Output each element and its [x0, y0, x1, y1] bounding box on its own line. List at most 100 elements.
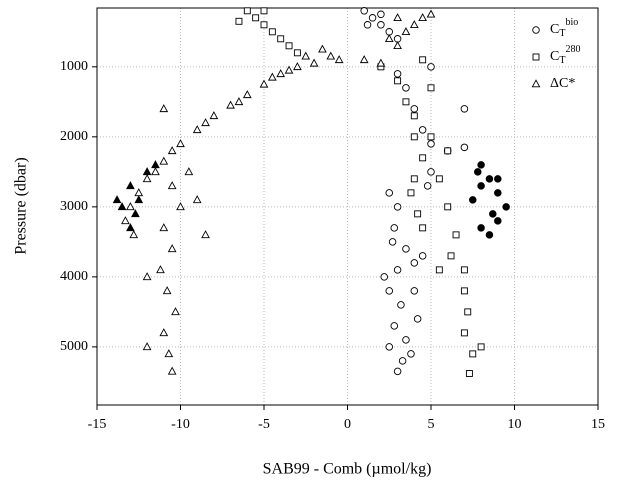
data-point [334, 55, 344, 64]
data-point [502, 203, 510, 211]
data-point [410, 259, 419, 267]
data-point [393, 266, 402, 274]
data-point [418, 13, 428, 22]
data-point [260, 7, 268, 15]
x-tick-label: -5 [258, 417, 270, 432]
data-point [159, 156, 169, 165]
legend-label: ΔC* [550, 76, 575, 91]
data-point [393, 13, 402, 22]
data-point [444, 203, 452, 211]
data-point [413, 315, 422, 323]
data-point [159, 104, 169, 113]
data-point [242, 90, 252, 99]
legend-label: CT280 [550, 44, 580, 66]
data-point [444, 147, 452, 155]
x-tick-label: -15 [88, 417, 107, 432]
data-point [407, 189, 415, 197]
data-point [402, 245, 410, 253]
data-point [134, 195, 144, 204]
data-point [464, 308, 472, 316]
data-point [284, 65, 294, 74]
data-point [126, 181, 135, 190]
data-point [494, 175, 502, 183]
plot-frame [96, 7, 599, 406]
data-point [419, 224, 427, 232]
data-point [171, 307, 180, 316]
data-point [390, 224, 399, 232]
x-tick-label: -10 [171, 417, 190, 432]
x-tick-label: 5 [428, 417, 435, 432]
data-point [142, 167, 152, 176]
y-tick-label: 1000 [60, 59, 88, 74]
data-point [235, 17, 243, 25]
data-point [427, 84, 435, 92]
y-axis-label: Pressure (dbar) [13, 157, 30, 254]
data-point [385, 189, 394, 197]
data-point [460, 105, 469, 113]
data-point [277, 35, 285, 43]
data-point [427, 168, 435, 176]
data-point [167, 244, 177, 253]
data-point [419, 56, 427, 64]
data-point [494, 217, 502, 225]
data-point [393, 41, 402, 50]
data-point [259, 79, 269, 88]
data-point [385, 287, 394, 295]
data-point [418, 252, 427, 260]
data-point [326, 51, 336, 60]
data-point [359, 55, 369, 64]
data-point [117, 202, 127, 211]
data-point [477, 161, 485, 169]
x-tick-label: 15 [591, 417, 605, 432]
data-point [390, 322, 399, 330]
data-point [151, 167, 160, 176]
data-point [167, 146, 177, 155]
data-point [377, 10, 385, 19]
data-point [402, 98, 410, 106]
data-point [268, 28, 276, 36]
data-point [167, 366, 177, 375]
legend-marker [532, 26, 540, 34]
data-point [309, 58, 319, 67]
x-axis-label: SAB99 - Comb (µmol/kg) [263, 461, 432, 478]
legend-marker [532, 53, 540, 61]
data-point [477, 224, 485, 232]
data-point [318, 44, 327, 53]
data-point [393, 203, 402, 211]
data-point [388, 238, 397, 246]
data-point [131, 209, 140, 218]
data-point [435, 266, 443, 274]
data-point [414, 210, 422, 218]
data-point [164, 349, 174, 358]
data-point [393, 367, 402, 376]
data-point [151, 160, 160, 169]
data-point [418, 126, 427, 134]
data-point [252, 14, 260, 22]
data-point [176, 202, 185, 211]
data-point [276, 69, 286, 78]
data-point [376, 58, 386, 67]
data-point [477, 182, 485, 190]
y-tick-label: 2000 [60, 129, 88, 144]
data-point [226, 100, 235, 109]
data-point [427, 133, 435, 141]
data-point [485, 175, 494, 183]
data-point [176, 139, 185, 148]
data-point [126, 202, 135, 211]
data-point [427, 140, 435, 148]
data-point [243, 7, 251, 15]
data-point [423, 182, 432, 190]
data-point [142, 342, 152, 351]
data-point [410, 175, 418, 183]
data-point [112, 195, 122, 204]
data-point [201, 230, 210, 239]
data-point [159, 223, 169, 232]
data-point [410, 133, 418, 141]
data-point [494, 189, 502, 197]
data-point [394, 77, 402, 85]
data-point [410, 105, 419, 113]
data-point [129, 230, 139, 239]
data-point [159, 328, 169, 337]
data-point [419, 154, 427, 162]
